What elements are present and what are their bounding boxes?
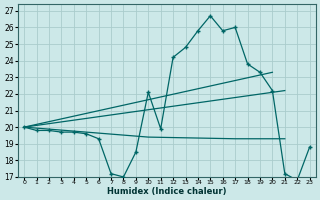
- X-axis label: Humidex (Indice chaleur): Humidex (Indice chaleur): [107, 187, 227, 196]
